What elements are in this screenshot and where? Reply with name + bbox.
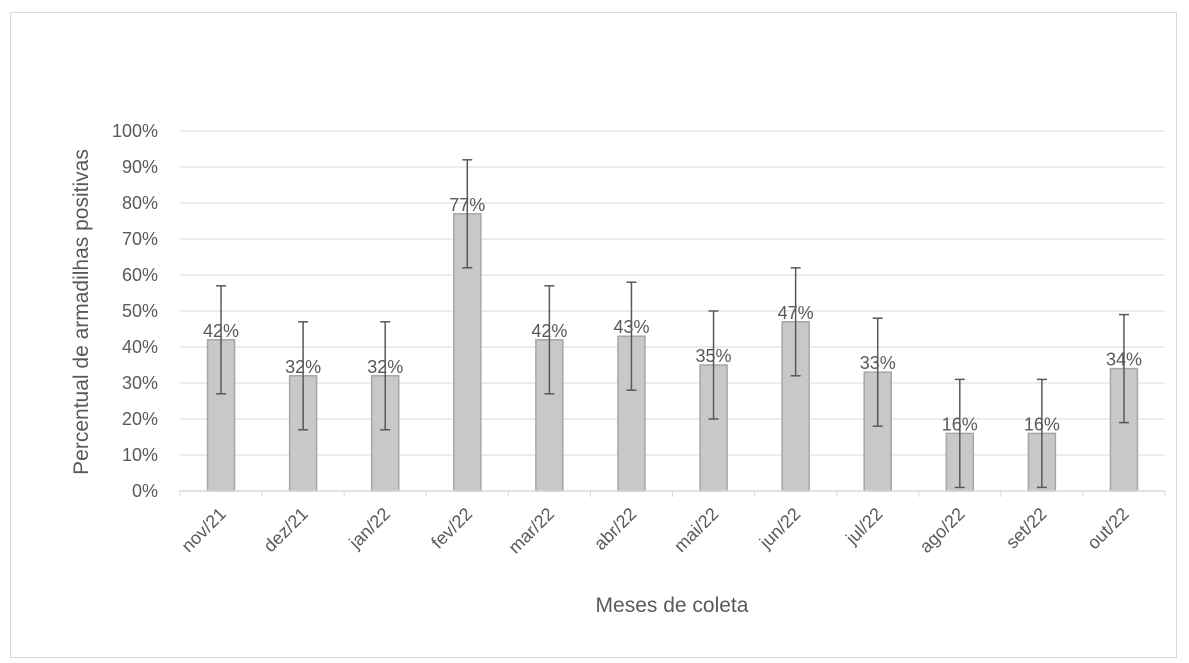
data-label: 47% bbox=[778, 303, 814, 323]
y-tick-label: 90% bbox=[122, 157, 158, 177]
data-label: 77% bbox=[449, 195, 485, 215]
x-axis: nov/21 dez/21 jan/22 fev/22 mar/22 abr/22 mai/… bbox=[178, 490, 1166, 558]
y-tick-label: 100% bbox=[112, 121, 158, 141]
data-label: 42% bbox=[203, 321, 239, 341]
y-tick-label: 40% bbox=[122, 337, 158, 357]
x-tick-label: nov/21 bbox=[178, 504, 230, 556]
x-tick-label: jan/22 bbox=[345, 504, 395, 554]
error-bars bbox=[216, 159, 1129, 489]
x-tick-label: jun/22 bbox=[755, 504, 805, 554]
data-label: 32% bbox=[285, 357, 321, 377]
x-tick-label: ago/22 bbox=[916, 504, 969, 557]
chart-area bbox=[10, 12, 1177, 658]
x-tick-label: fev/22 bbox=[427, 504, 476, 553]
data-label: 16% bbox=[942, 414, 978, 434]
data-label: 42% bbox=[531, 321, 567, 341]
x-tick-label: set/22 bbox=[1002, 504, 1051, 553]
gridlines bbox=[180, 130, 1165, 492]
y-tick-label: 10% bbox=[122, 445, 158, 465]
y-tick-label: 0% bbox=[132, 481, 158, 501]
y-axis-title: Percentual de armadilhas positivas bbox=[70, 149, 93, 475]
y-axis: 0% 10% 20% 30% 40% 50% 60% 70% 80% 90% 100% bbox=[112, 121, 158, 501]
data-label: 43% bbox=[613, 317, 649, 337]
x-tick-label: abr/22 bbox=[590, 504, 640, 554]
x-tick-label: dez/21 bbox=[260, 504, 312, 556]
data-label: 16% bbox=[1024, 414, 1060, 434]
y-tick-label: 70% bbox=[122, 229, 158, 249]
y-tick-label: 30% bbox=[122, 373, 158, 393]
bars bbox=[206, 213, 1139, 492]
y-tick-label: 60% bbox=[122, 265, 158, 285]
data-labels: 42% 32% 32% 77% 42% 43% 35% 47% 33% 16% 16% 34% bbox=[203, 195, 1142, 435]
data-label: 33% bbox=[860, 353, 896, 373]
x-tick-label: out/22 bbox=[1083, 504, 1133, 554]
y-tick-label: 20% bbox=[122, 409, 158, 429]
x-tick-label: mar/22 bbox=[504, 504, 558, 558]
x-tick-label: jul/22 bbox=[841, 504, 886, 549]
data-label: 32% bbox=[367, 357, 403, 377]
x-axis-title: Meses de coleta bbox=[596, 594, 749, 617]
x-tick-label: mai/22 bbox=[670, 504, 722, 556]
y-tick-label: 80% bbox=[122, 193, 158, 213]
data-label: 35% bbox=[696, 346, 732, 366]
data-label: 34% bbox=[1106, 350, 1142, 370]
y-tick-label: 50% bbox=[122, 301, 158, 321]
